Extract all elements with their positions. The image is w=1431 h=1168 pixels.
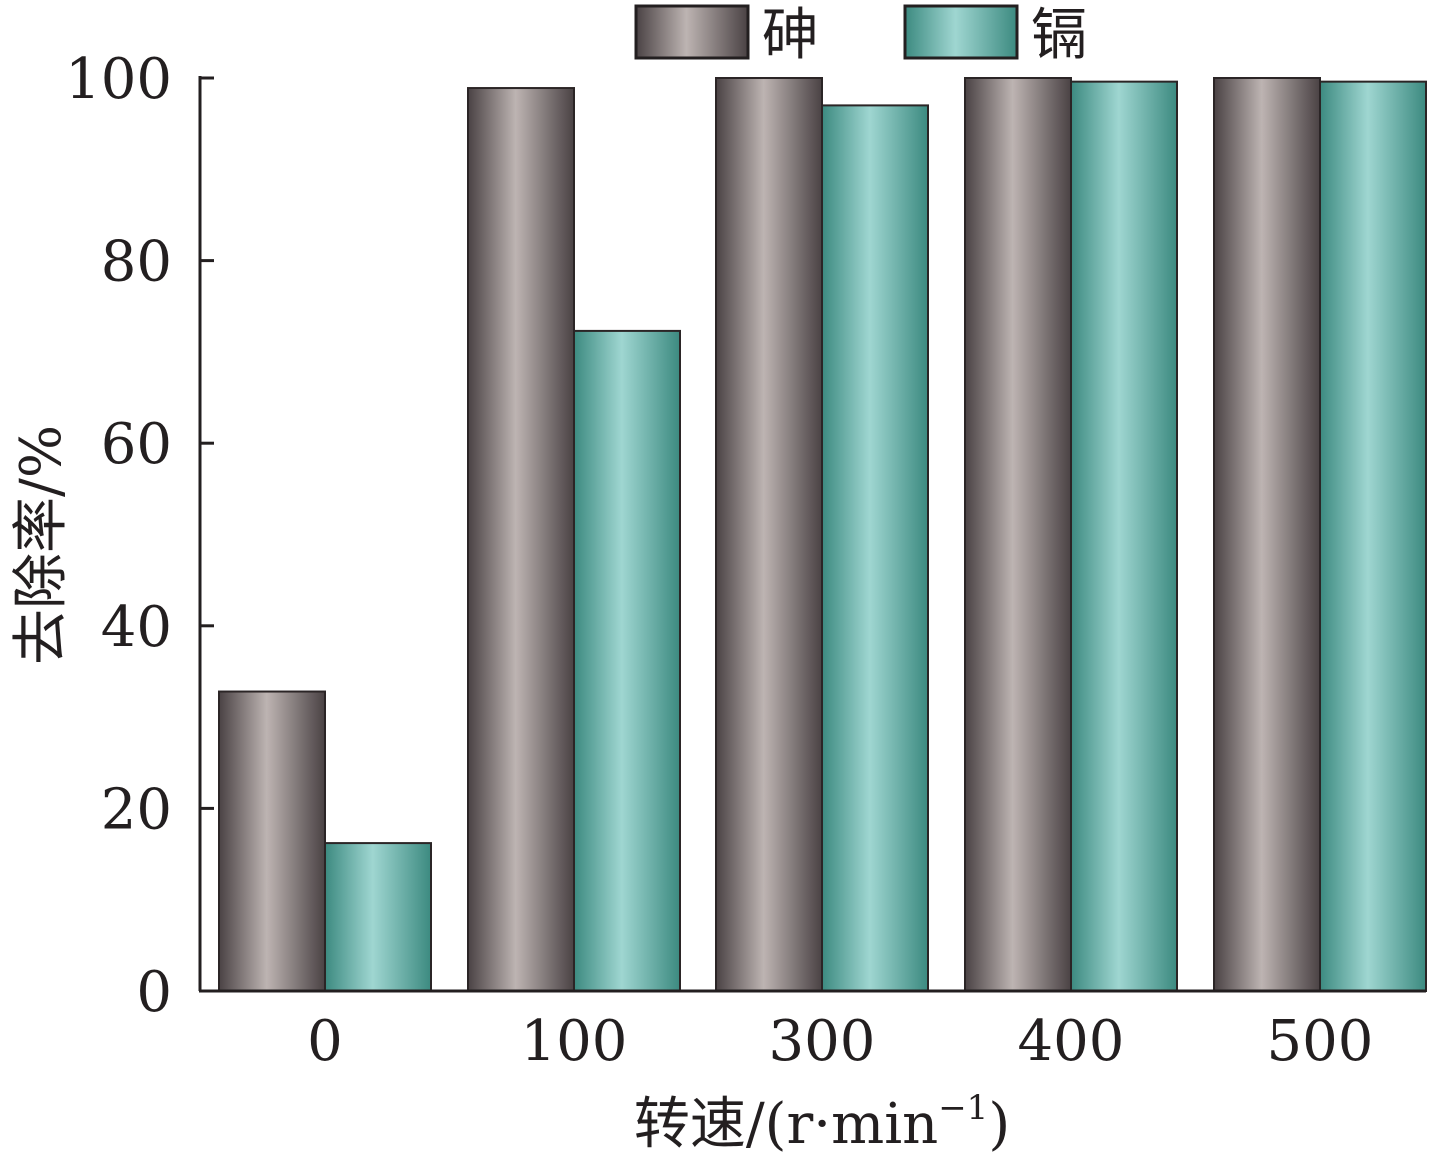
bar-series-2-500 [1319, 80, 1427, 993]
bars [218, 77, 1427, 993]
bar-series-2-400 [1070, 80, 1178, 993]
x-tick-label-500: 500 [1267, 1009, 1374, 1074]
y-tick-label-40: 40 [101, 595, 172, 660]
legend-swatch-series-1 [634, 4, 750, 60]
legend: 砷镉 [634, 3, 1087, 68]
x-tick-label-0: 0 [307, 1009, 343, 1074]
y-tick-label-60: 60 [101, 412, 172, 477]
bar-series-1-0 [218, 690, 326, 992]
y-tick-label-20: 20 [101, 777, 172, 842]
y-axis-title: 去除率/% [9, 425, 74, 665]
bar-series-2-100 [573, 329, 681, 992]
bar-series-2-300 [821, 104, 929, 992]
bar-series-1-300 [715, 77, 823, 992]
bar-series-2-0 [324, 842, 432, 992]
legend-swatch-series-2 [903, 4, 1019, 60]
bar-series-1-100 [467, 87, 575, 992]
x-tick-label-100: 100 [521, 1009, 628, 1074]
x-tick-label-300: 300 [769, 1009, 876, 1074]
y-tick-label-0: 0 [136, 960, 172, 1025]
x-axis-title: 转速/(r·min−1) [634, 1088, 1010, 1157]
axis-labels: 0 20 40 60 80 100 0 100 300 400 500 转速/(r·min−1) 去除率… [9, 47, 1373, 1157]
bar-series-1-400 [964, 77, 1072, 992]
y-tick-label-80: 80 [101, 230, 172, 295]
axes [198, 76, 1426, 993]
x-tick-label-400: 400 [1018, 1009, 1125, 1074]
y-tick-label-100: 100 [65, 47, 172, 112]
legend-label-series-1: 砷 [762, 3, 818, 68]
legend-label-series-2: 镉 [1031, 3, 1087, 68]
bar-series-1-500 [1213, 77, 1321, 992]
